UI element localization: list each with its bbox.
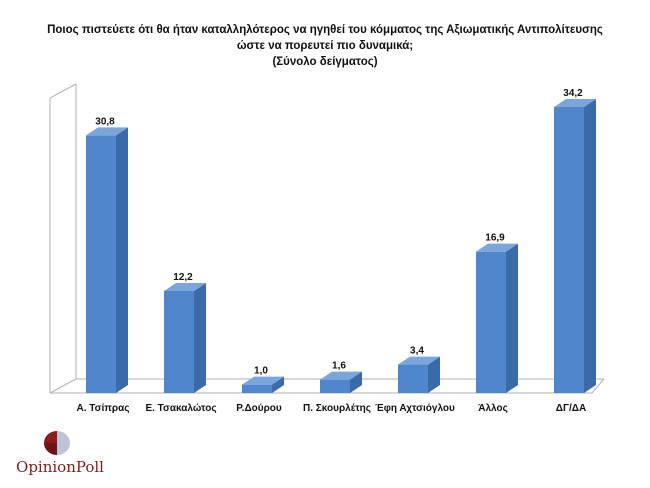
bar-value-label: 34,2 — [563, 88, 583, 99]
bar-value-label: 16,9 — [485, 233, 505, 244]
category-label: Ε. Τσακαλώτος — [145, 403, 216, 414]
bars-group — [86, 99, 596, 394]
bar-side — [506, 243, 518, 393]
bar-value-label: 3,4 — [410, 346, 424, 357]
category-label: Έφη Αχτσιόγλου — [375, 403, 455, 414]
frame-left-wall — [49, 83, 77, 393]
bar-side — [428, 356, 440, 393]
bar-front — [320, 379, 350, 393]
bar-value-label: 1,6 — [332, 361, 346, 372]
bar-value-label: 30,8 — [95, 116, 115, 127]
category-labels-group: Α. Τσίπρας Ε. Τσακαλώτος Ρ.Δούρου Π. Σκουρλ… — [77, 403, 587, 414]
bar-side — [194, 282, 206, 393]
bar-top — [554, 99, 596, 107]
bar-top — [398, 356, 440, 365]
frame-floor-right — [591, 378, 605, 394]
bar-chart: 30,8 12,2 1,0 1,6 3,4 16,9 34,2 Α. Τσίπρας Ε. Τ… — [49, 83, 605, 414]
chart-title-line-3: (Σύνολο δείγματος) — [272, 56, 378, 68]
category-label: Α. Τσίπρας — [77, 403, 130, 414]
category-label: ΔΓ/ΔΑ — [556, 403, 586, 414]
bar-front — [554, 107, 584, 393]
bar-value-label: 1,0 — [254, 366, 268, 377]
bar-front — [398, 364, 428, 393]
bar-top — [164, 282, 206, 291]
chart-title-line-2: ώστε να πορευτεί πιο δυναμικά; — [236, 40, 414, 52]
bar-front — [242, 384, 272, 393]
bar-value-label: 12,2 — [173, 272, 193, 283]
logo-text: OpinionPoll — [16, 458, 104, 476]
bar-side — [272, 376, 284, 393]
opinionpoll-logo: OpinionPoll — [6, 424, 114, 480]
chart-frame — [49, 83, 605, 394]
bar-top — [320, 371, 362, 380]
bar-side — [350, 371, 362, 393]
category-label: Π. Σκουρλέτης — [303, 403, 371, 414]
bar-side — [116, 127, 128, 394]
logo-mark-icon — [44, 431, 70, 455]
bar-front — [86, 135, 116, 394]
bar-top — [86, 127, 128, 136]
bar-front — [164, 290, 194, 393]
chart-title: Ποιος πιστεύετε ότι θα ήταν καταλληλότερ… — [0, 22, 650, 70]
category-label: Άλλος — [478, 403, 508, 414]
bar-top — [242, 376, 284, 385]
bar-side — [584, 99, 596, 393]
value-labels-group: 30,8 12,2 1,0 1,6 3,4 16,9 34,2 — [95, 88, 583, 377]
bar-front — [476, 251, 506, 393]
chart-title-line-1: Ποιος πιστεύετε ότι θα ήταν καταλληλότερ… — [47, 24, 603, 36]
bar-top — [476, 243, 518, 252]
category-label: Ρ.Δούρου — [236, 403, 282, 414]
